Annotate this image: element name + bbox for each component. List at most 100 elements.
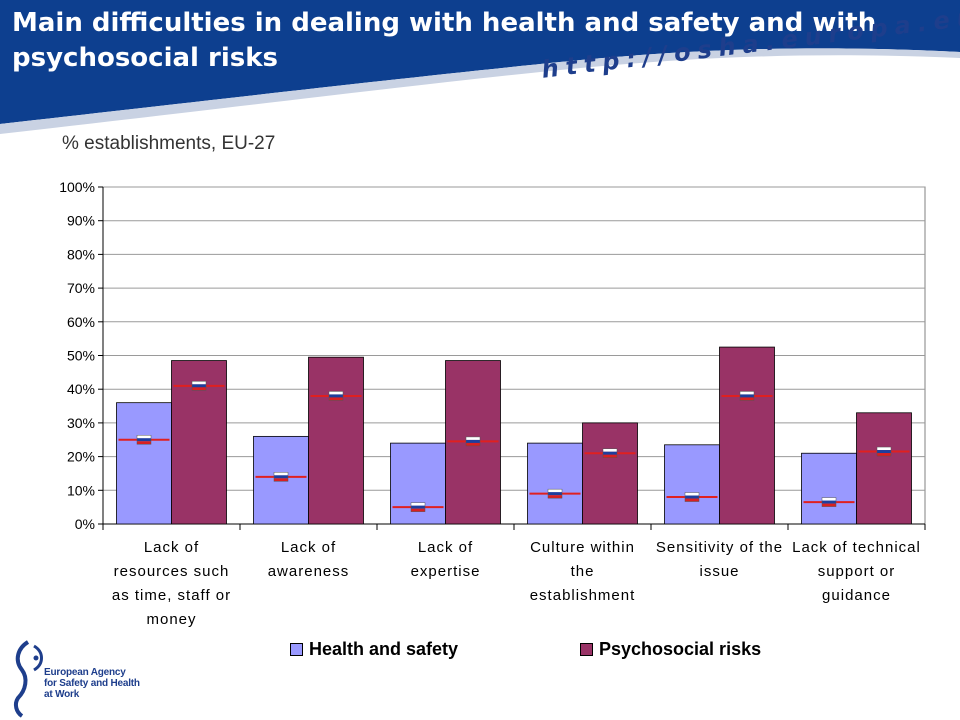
bar-psychosocial-risks bbox=[719, 346, 775, 525]
x-category-label: Lack of awareness bbox=[241, 536, 377, 584]
x-category-label: Culture within the establishment bbox=[515, 536, 651, 608]
y-tick-label: 100% bbox=[59, 179, 95, 195]
flag-stripe bbox=[137, 435, 151, 439]
slovenia-flag-icon bbox=[273, 472, 289, 482]
flag-stripe bbox=[329, 391, 343, 395]
x-category-label-line: issue bbox=[699, 563, 740, 580]
legend-label-health-and-safety: Health and safety bbox=[309, 638, 459, 659]
flag-frame bbox=[465, 436, 481, 447]
y-tick-label: 0% bbox=[75, 516, 95, 530]
x-category-label-line: resources such bbox=[113, 563, 230, 580]
y-tick-label: 30% bbox=[67, 415, 95, 431]
x-category-label-line: awareness bbox=[267, 563, 350, 580]
y-tick-label: 80% bbox=[67, 246, 95, 262]
flag-stripe bbox=[877, 453, 891, 457]
slovenia-flag-icon bbox=[191, 381, 207, 391]
bar-health-and-safety bbox=[116, 402, 172, 525]
page-title: Main difficulties in dealing with health… bbox=[12, 8, 877, 73]
flag-stripe bbox=[877, 447, 891, 451]
flag-stripe bbox=[877, 450, 891, 454]
flag-stripe bbox=[466, 442, 480, 446]
flag-stripe bbox=[137, 438, 151, 442]
legend-label-psychosocial-risks: Psychosocial risks bbox=[599, 638, 762, 659]
flag-stripe bbox=[822, 500, 836, 504]
header-band: Main difficulties in dealing with health… bbox=[0, 0, 960, 140]
x-category-label: Sensitivity of the issue bbox=[652, 536, 788, 584]
x-category-label-line: Lack of bbox=[417, 539, 474, 556]
flag-stripe bbox=[411, 508, 425, 512]
bar-psychosocial-risks bbox=[582, 422, 638, 525]
flag-stripe bbox=[466, 439, 480, 443]
flag-frame bbox=[602, 448, 618, 458]
legend-item-psychosocial-risks: Psychosocial risks bbox=[580, 637, 761, 661]
flag-stripe bbox=[192, 381, 206, 385]
x-category-label-line: Sensitivity of the bbox=[655, 539, 784, 556]
flag-stripe bbox=[740, 394, 754, 398]
legend-swatch-health-and-safety bbox=[290, 642, 303, 656]
x-category-label-line: Lack of bbox=[143, 539, 200, 556]
slovenia-flag-icon bbox=[328, 391, 344, 401]
x-category-label: Lack of expertise bbox=[378, 536, 514, 584]
flag-frame bbox=[191, 381, 207, 391]
header-band-shape bbox=[0, 0, 960, 134]
logo-text-line-3: at Work bbox=[44, 689, 80, 700]
x-category-label-line: as time, staff or bbox=[111, 587, 232, 604]
slovenia-flag-icon bbox=[547, 488, 563, 499]
slovenia-flag-icon bbox=[821, 497, 837, 507]
flag-stripe bbox=[411, 505, 425, 509]
flag-stripe bbox=[274, 478, 288, 482]
flag-frame bbox=[273, 472, 289, 482]
flag-frame bbox=[821, 497, 837, 507]
flag-stripe bbox=[192, 387, 206, 391]
slovenia-flag-icon bbox=[136, 435, 152, 445]
flag-stripe bbox=[548, 495, 562, 499]
flag-stripe bbox=[548, 492, 562, 496]
logo-text-line-2: for Safety and Health bbox=[44, 678, 140, 689]
flag-stripe bbox=[603, 448, 617, 452]
flag-stripe bbox=[329, 394, 343, 398]
chart-subtitle: % establishments, EU-27 bbox=[62, 133, 276, 154]
slovenia-flag-icon bbox=[684, 492, 700, 502]
flag-stripe bbox=[822, 503, 836, 507]
x-category-label-line: support or bbox=[817, 563, 896, 580]
x-category-label: Lack of resources such as time, staff or mo… bbox=[104, 536, 240, 632]
x-category-label-line: money bbox=[146, 611, 197, 628]
slovenia-flag-icon bbox=[410, 502, 426, 512]
x-category-label: Lack of technical support or guidance bbox=[789, 536, 925, 608]
flag-stripe bbox=[603, 454, 617, 458]
flag-frame bbox=[739, 391, 755, 401]
flag-frame bbox=[684, 492, 700, 502]
y-tick-label: 20% bbox=[67, 449, 95, 465]
bar-health-and-safety bbox=[527, 442, 583, 525]
flag-stripe bbox=[822, 497, 836, 501]
flag-stripe bbox=[740, 397, 754, 401]
flag-stripe bbox=[685, 498, 699, 502]
y-tick-label: 40% bbox=[67, 381, 95, 397]
flag-stripe bbox=[685, 492, 699, 496]
slovenia-flag-icon bbox=[602, 448, 618, 458]
flag-frame bbox=[547, 488, 563, 499]
bar-psychosocial-risks bbox=[308, 356, 364, 525]
logo-text: European Agency for Safety and Health at… bbox=[44, 667, 140, 700]
y-tick-label: 10% bbox=[67, 482, 95, 498]
x-category-label-line: the bbox=[570, 563, 595, 580]
flag-stripe bbox=[411, 502, 425, 506]
bar-health-and-safety bbox=[664, 444, 720, 525]
flag-stripe bbox=[329, 397, 343, 401]
logo-text-line-1: European Agency bbox=[44, 667, 126, 678]
bar-health-and-safety bbox=[801, 452, 857, 525]
flag-stripe bbox=[685, 495, 699, 499]
bar-psychosocial-risks bbox=[856, 412, 912, 525]
x-category-label-line: establishment bbox=[529, 587, 636, 604]
bar-chart: 0% 10% 20% 30% 40% 50% 60% 70% 80% 90% 100% bbox=[59, 179, 926, 530]
flag-frame bbox=[136, 435, 152, 445]
eu-osha-logo-icon bbox=[13, 640, 43, 718]
flag-stripe bbox=[192, 384, 206, 388]
flag-frame bbox=[876, 446, 892, 457]
y-tick-label: 50% bbox=[67, 348, 95, 364]
slovenia-flag-icon bbox=[876, 446, 892, 457]
slovenia-flag-icon bbox=[739, 391, 755, 401]
legend-swatch-psychosocial-risks bbox=[580, 642, 593, 656]
flag-frame bbox=[328, 391, 344, 401]
x-category-label-line: Lack of bbox=[280, 539, 337, 556]
